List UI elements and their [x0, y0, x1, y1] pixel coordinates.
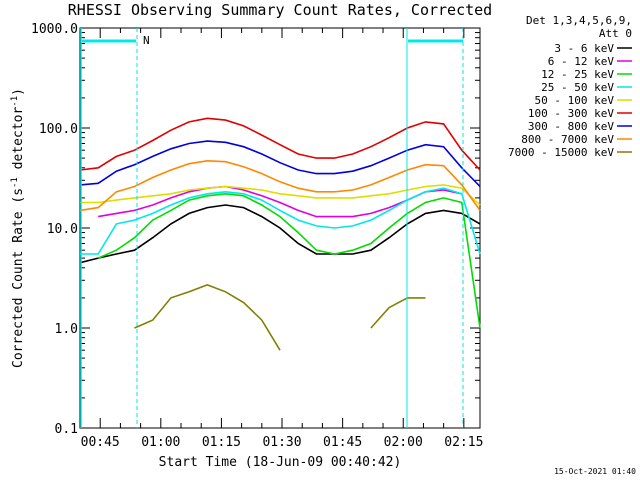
series-lines: [79, 117, 481, 351]
y-tick-label: 1.0: [55, 322, 78, 337]
y-tick-label: 0.1: [55, 422, 78, 437]
legend-header-line2: Att 0: [599, 27, 632, 40]
legend-label-25-50-kev: 25 - 50 keV: [541, 81, 614, 94]
series-line-800-7000-kev: [79, 159, 481, 212]
chart-title: RHESSI Observing Summary Count Rates, Co…: [68, 1, 492, 19]
legend-label-100-300-kev: 100 - 300 keV: [528, 107, 614, 120]
legend-label-7000-15000-kev: 7000 - 15000 keV: [508, 146, 614, 159]
y-axis-label: Corrected Count Rate (s-1 detector-1): [10, 88, 26, 368]
legend-label-6-12-kev: 6 - 12 keV: [548, 55, 615, 68]
observing-flags: N: [80, 28, 464, 428]
y-tick-label: 10.0: [47, 222, 78, 237]
generation-timestamp: 15-Oct-2021 01:40: [554, 467, 636, 476]
series-line-300-800-kev: [79, 140, 481, 188]
x-tick-label: 00:45: [81, 435, 120, 450]
flag-label: N: [143, 34, 150, 47]
x-tick-label: 01:45: [323, 435, 362, 450]
legend-label-3-6-kev: 3 - 6 keV: [554, 42, 614, 55]
series-line-25-50-kev: [80, 187, 481, 255]
legend-label-800-7000-kev: 800 - 7000 keV: [521, 133, 614, 146]
y-axis: 0.1 1.0 10.0 100.0 1000.0: [31, 22, 480, 437]
series-line-3-6-kev: [79, 204, 481, 264]
x-tick-label: 01:30: [262, 435, 301, 450]
series-line-50-100-kev: [80, 184, 481, 206]
x-tick-label: 01:15: [202, 435, 241, 450]
legend-label-300-800-kev: 300 - 800 keV: [528, 120, 614, 133]
legend-header-line1: Det 1,3,4,5,6,9,: [526, 14, 632, 27]
x-axis: 00:45 01:00 01:15 01:30 01:45 02:00 02:15: [81, 28, 483, 450]
y-tick-label: 100.0: [39, 122, 78, 137]
series-line-6-12-kev: [98, 185, 462, 218]
series-line-12-25-kev: [97, 192, 481, 329]
legend-label-12-25-kev: 12 - 25 keV: [541, 68, 614, 81]
x-tick-label: 02:00: [384, 435, 423, 450]
y-tick-label: 1000.0: [31, 22, 78, 37]
x-axis-label: Start Time (18-Jun-09 00:40:42): [159, 455, 402, 470]
legend-label-50-100-kev: 50 - 100 keV: [535, 94, 615, 107]
x-tick-label: 01:00: [141, 435, 180, 450]
series-line-7000-15000-kev: [134, 284, 426, 351]
series-line-100-300-kev: [79, 117, 481, 171]
x-tick-label: 02:15: [444, 435, 483, 450]
